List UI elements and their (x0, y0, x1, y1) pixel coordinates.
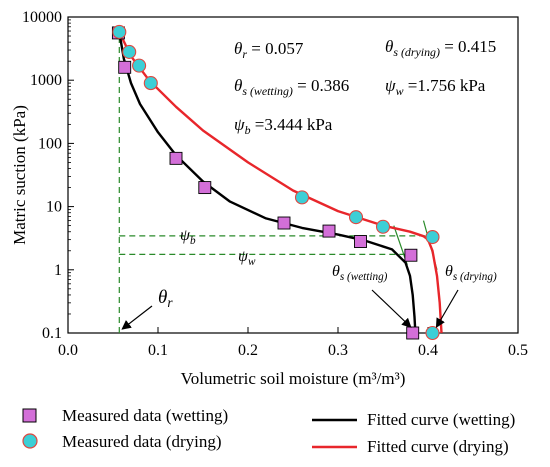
theta-s-drying-annotation: θs (drying) = 0.415 (385, 37, 496, 59)
legend-drying-curve-label: Fitted curve (drying) (367, 437, 509, 456)
x-tick-label: 0.4 (418, 342, 438, 359)
legend-wetting-curve-label: Fitted curve (wetting) (367, 410, 516, 429)
swcc-chart: Volumetric soil moisture (m³/m³) Matric … (10, 9, 528, 388)
x-tick-label: 0.0 (58, 342, 78, 359)
legend-drying-marker (22, 433, 38, 449)
legend-wetting-marker (22, 408, 37, 423)
drying-data-point (348, 210, 364, 225)
drying-data-point (294, 190, 310, 205)
plot-frame (67, 16, 519, 334)
theta-r-annotation: θr = 0.057 (234, 39, 304, 61)
x-tick-label: 0.5 (508, 342, 528, 359)
legend-wetting-data-label: Measured data (wetting) (62, 406, 229, 425)
psi-w-annotation: ψw =1.756 kPa (385, 76, 486, 98)
legend-drying-data-label: Measured data (drying) (62, 432, 222, 451)
drying-data-point (425, 325, 440, 341)
y-tick-label: 100 (38, 135, 62, 152)
wetting-data-point (322, 224, 336, 238)
theta-s-drying-label: θs (drying) (445, 263, 497, 283)
x-tick-label: 0.2 (238, 342, 258, 359)
drying-data-point (375, 219, 391, 234)
drying-data-point (122, 44, 137, 59)
x-axis-title: Volumetric soil moisture (m³/m³) (181, 369, 406, 388)
psi-w-guide-label: ψw (238, 248, 256, 268)
theta-s-wetting-annotation: θs (wetting) = 0.386 (234, 76, 349, 98)
theta-r-arrow (121, 305, 153, 330)
theta-s-wetting-label: θs (wetting) (332, 263, 388, 283)
drying-data-point (132, 58, 147, 73)
wetting-data-point (169, 151, 183, 165)
psi-b-annotation: ψb =3.444 kPa (234, 115, 333, 137)
x-tick-label: 0.3 (328, 342, 348, 359)
wetting-data-point (277, 216, 291, 230)
drying-data-point (425, 229, 440, 245)
theta-r-label: θr (158, 287, 173, 310)
wetting-data-point (198, 181, 212, 195)
wetting-data-point (354, 235, 367, 248)
drying-data-point (112, 24, 127, 40)
drying-data-point (143, 76, 158, 91)
y-tick-label: 1000 (30, 72, 62, 89)
psi-b-guide-label: ψb (180, 227, 196, 247)
y-axis-title: Matric suction (kPa) (10, 105, 29, 245)
y-tick-label: 0.1 (42, 325, 62, 342)
y-tick-label: 1 (54, 262, 62, 279)
wetting-data-point (404, 248, 418, 262)
y-tick-label: 10000 (22, 9, 62, 26)
theta-s-wetting-arrow (371, 289, 412, 328)
wetting-data-point (118, 60, 132, 74)
theta-s-drying-arrow (435, 289, 459, 329)
x-tick-label: 0.1 (148, 342, 168, 359)
y-tick-label: 10 (46, 199, 62, 216)
wetting-data-point (406, 326, 420, 340)
